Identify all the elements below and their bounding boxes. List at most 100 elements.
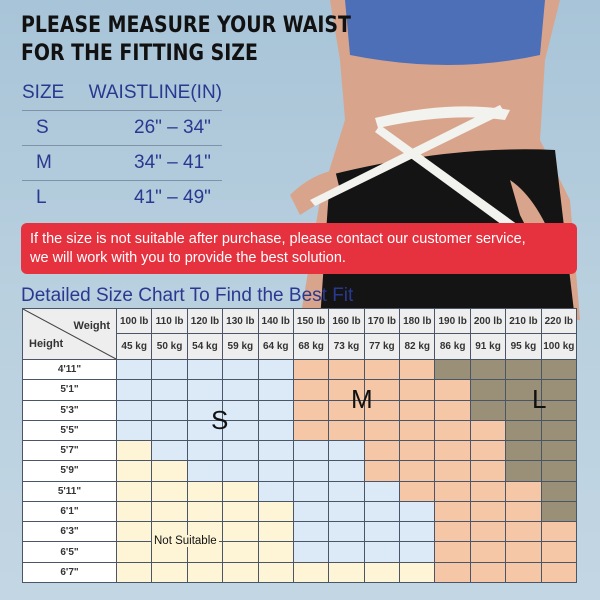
size-cell-S <box>329 542 364 562</box>
height-label: 6'5" <box>23 542 116 562</box>
size-cell-S <box>293 441 329 461</box>
page-title: PLEASE MEASURE YOUR WAIST FOR THE FITTIN… <box>21 12 351 68</box>
size-cell-N <box>329 562 364 582</box>
size-cell-M <box>470 542 506 562</box>
size-cell-L <box>506 360 541 380</box>
weight-kg-header: 59 kg <box>223 334 258 359</box>
weight-kg-header: 82 kg <box>400 334 435 359</box>
size-cell-S <box>258 461 293 481</box>
size-cell-S <box>117 420 152 441</box>
size-cell-L <box>506 400 541 420</box>
size-cell-N <box>187 542 223 562</box>
size-cell-M <box>364 360 400 380</box>
size-cell-M <box>470 562 506 582</box>
size-cell-N <box>152 562 187 582</box>
size-cell-S <box>152 441 187 461</box>
height-label: 6'1" <box>23 501 116 522</box>
corner-header: Weight Height <box>23 309 116 359</box>
size-header: SIZE <box>22 82 65 103</box>
size-cell-L <box>541 501 576 522</box>
size-cell-M <box>400 380 435 400</box>
size-cell-L <box>541 481 576 501</box>
size-cell-N <box>223 562 258 582</box>
chart-title: Detailed Size Chart To Find the Best Fit <box>21 285 354 306</box>
weight-axis-label: Weight <box>73 320 110 332</box>
size-cell-M <box>293 380 329 400</box>
size-cell-M <box>506 542 541 562</box>
size-cell-N <box>223 481 258 501</box>
weight-kg-header: 100 kg <box>541 334 576 359</box>
size-cell-M <box>293 360 329 380</box>
size-cell-S <box>329 481 364 501</box>
height-label: 5'11" <box>23 481 116 501</box>
size-cell-S <box>400 522 435 542</box>
size-cell-S <box>329 441 364 461</box>
height-label: 6'3" <box>23 522 116 542</box>
weight-lb-header: 110 lb <box>152 309 187 333</box>
size-cell-L <box>506 461 541 481</box>
size-cell-M <box>329 380 364 400</box>
waist-range: 41" – 49" <box>134 187 211 208</box>
size-cell-S <box>117 360 152 380</box>
size-cell-S <box>364 481 400 501</box>
notice-banner: If the size is not suitable after purcha… <box>21 223 577 274</box>
weight-lb-header: 140 lb <box>258 309 293 333</box>
size-cell-N <box>400 562 435 582</box>
height-label: 6'7" <box>23 562 116 582</box>
size-cell-N <box>187 562 223 582</box>
not-suitable-label: Not Suitable <box>152 535 219 547</box>
weight-kg-header: 64 kg <box>258 334 293 359</box>
size-cell-S <box>187 420 223 441</box>
size-cell-N <box>117 461 152 481</box>
size-cell-S <box>258 420 293 441</box>
size-cell-L <box>470 400 506 420</box>
size-cell-N <box>223 542 258 562</box>
weight-kg-header: 54 kg <box>187 334 223 359</box>
notice-line: If the size is not suitable after purcha… <box>30 231 526 247</box>
size-cell-M <box>541 522 576 542</box>
size-cell-S <box>258 380 293 400</box>
size-cell-N <box>187 501 223 522</box>
size-cell-S <box>152 380 187 400</box>
size-label: L <box>36 187 47 208</box>
size-cell-N <box>117 562 152 582</box>
size-cell-M <box>329 400 364 420</box>
size-cell-S <box>400 501 435 522</box>
size-cell-N <box>117 501 152 522</box>
waist-range: 34" – 41" <box>134 152 211 173</box>
size-cell-N <box>258 501 293 522</box>
size-cell-M <box>506 562 541 582</box>
size-cell-M <box>435 441 470 461</box>
weight-lb-header: 180 lb <box>400 309 435 333</box>
size-cell-M <box>435 501 470 522</box>
waist-size-table: SIZE WAISTLINE(IN) S 26" – 34" M 34" – 41" … <box>22 82 222 215</box>
weight-lb-header: 120 lb <box>187 309 223 333</box>
size-cell-N <box>223 501 258 522</box>
size-cell-M <box>364 461 400 481</box>
size-cell-M <box>435 400 470 420</box>
size-cell-N <box>364 562 400 582</box>
size-cell-N <box>293 562 329 582</box>
size-s-label: S <box>211 405 229 435</box>
size-cell-S <box>329 501 364 522</box>
weight-kg-header: 45 kg <box>117 334 152 359</box>
size-cell-M <box>364 400 400 420</box>
size-cell-N <box>258 522 293 542</box>
size-cell-L <box>541 441 576 461</box>
size-cell-S <box>187 461 223 481</box>
size-cell-S <box>293 522 329 542</box>
size-cell-S <box>329 461 364 481</box>
size-cell-S <box>364 522 400 542</box>
size-cell-M <box>364 420 400 441</box>
size-cell-S <box>223 420 258 441</box>
weight-kg-header: 77 kg <box>364 334 400 359</box>
size-cell-M <box>435 542 470 562</box>
size-cell-N <box>187 481 223 501</box>
weight-lb-header: 160 lb <box>329 309 364 333</box>
height-label: 5'5" <box>23 420 116 441</box>
size-m-label: M <box>351 384 373 414</box>
size-cell-N <box>117 542 152 562</box>
size-cell-S <box>364 542 400 562</box>
weight-lb-header: 100 lb <box>117 309 152 333</box>
size-cell-M <box>506 501 541 522</box>
